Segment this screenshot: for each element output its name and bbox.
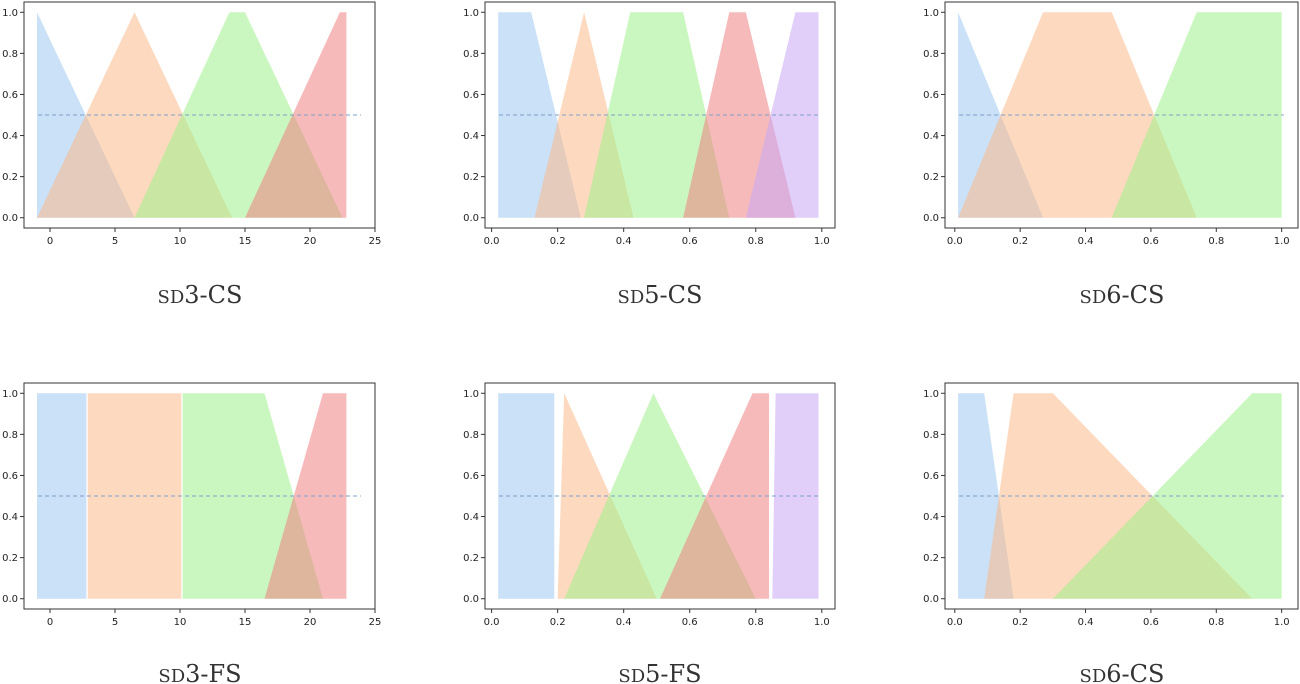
x-tick-label: 1.0 (1274, 236, 1290, 247)
x-tick-label: 0.6 (1143, 617, 1159, 628)
x-tick-label: 0.6 (682, 617, 698, 628)
x-tick-label: 0.4 (1078, 236, 1094, 247)
subplot-caption: SD6-CS (1080, 660, 1165, 684)
x-tick-label: 0.2 (1012, 236, 1028, 247)
x-tick-label: 15 (239, 236, 252, 247)
y-tick-label: 0.8 (463, 49, 479, 60)
x-tick-label: 1.0 (814, 236, 830, 247)
y-tick-label: 0.2 (923, 172, 939, 183)
y-tick-label: 0.0 (923, 594, 939, 605)
subplot-2: 0.0 0.2 0.4 0.6 0.8 1.0 0.0 0.2 0.4 0.6 0.8 1.0 SD5-… (463, 1, 836, 309)
y-tick-label: 0.4 (463, 512, 479, 523)
y-tick-label: 1.0 (463, 8, 479, 19)
y-tick-label: 0.0 (463, 594, 479, 605)
y-tick-label: 0.8 (923, 49, 939, 60)
series-area-4 (660, 393, 769, 599)
y-tick-label: 0.6 (463, 471, 479, 482)
y-tick-label: 0.6 (923, 90, 939, 101)
x-tick-label: 0.8 (748, 236, 764, 247)
y-tick-label: 0.8 (463, 430, 479, 441)
axes-frame (484, 1, 836, 229)
x-tick-label: 0.2 (1012, 617, 1028, 628)
x-tick-label: 10 (174, 236, 187, 247)
subplot-3: 0.0 0.2 0.4 0.6 0.8 1.0 0.0 0.2 0.4 0.6 0.8 1.0 SD6-… (923, 1, 1299, 309)
x-tick-label: 15 (239, 617, 252, 628)
subplot-caption: SD5-CS (618, 281, 703, 309)
x-tick-label: 0.8 (1208, 236, 1224, 247)
y-tick-label: 1.0 (2, 389, 18, 400)
x-tick-label: 0.2 (550, 236, 566, 247)
y-tick-label: 1.0 (923, 8, 939, 19)
x-tick-label: 0 (47, 236, 53, 247)
subplot-caption: SD3-CS (158, 281, 243, 309)
series-area-2 (87, 393, 182, 599)
x-tick-label: 5 (112, 617, 118, 628)
axes-frame (23, 382, 376, 610)
x-tick-label: 0.4 (616, 617, 632, 628)
y-tick-label: 0.2 (923, 553, 939, 564)
x-tick-label: 0.6 (682, 236, 698, 247)
x-tick-label: 0.0 (947, 236, 963, 247)
subplot-4: 0 5 10 15 20 25 0.0 0.2 0.4 0.6 0.8 1.0 SD3-FS (2, 382, 382, 684)
y-tick-label: 0.6 (2, 471, 18, 482)
axes-frame (944, 1, 1299, 229)
y-tick-label: 0.6 (2, 90, 18, 101)
y-tick-label: 0.4 (2, 512, 18, 523)
series-area-3 (1111, 12, 1282, 218)
subplot-5: 0.0 0.2 0.4 0.6 0.8 1.0 0.0 0.2 0.4 0.6 0.8 1.0 SD5-… (463, 382, 836, 684)
axes-frame (484, 382, 836, 610)
x-tick-label: 0.2 (550, 617, 566, 628)
x-tick-label: 25 (369, 236, 382, 247)
x-tick-label: 0.8 (748, 617, 764, 628)
x-tick-label: 20 (304, 236, 317, 247)
y-tick-label: 0.0 (923, 213, 939, 224)
axes-frame (944, 382, 1299, 610)
x-tick-label: 10 (174, 617, 187, 628)
y-tick-label: 0.4 (463, 131, 479, 142)
y-tick-label: 0.8 (2, 430, 18, 441)
x-tick-label: 0.0 (484, 617, 500, 628)
y-tick-label: 0.6 (923, 471, 939, 482)
y-tick-label: 0.2 (463, 172, 479, 183)
x-tick-label: 0.4 (616, 236, 632, 247)
axes-frame (23, 1, 376, 229)
subplot-caption: SD5-FS (618, 660, 701, 684)
x-tick-label: 1.0 (1274, 617, 1290, 628)
y-tick-label: 1.0 (923, 389, 939, 400)
series-area-1 (498, 393, 555, 599)
x-tick-label: 0 (47, 617, 53, 628)
y-tick-label: 0.2 (463, 553, 479, 564)
subplot-caption: SD3-FS (158, 660, 241, 684)
y-tick-label: 0.8 (2, 49, 18, 60)
y-tick-label: 0.4 (923, 131, 939, 142)
series-area-3 (1052, 393, 1282, 599)
y-tick-label: 1.0 (2, 8, 18, 19)
y-tick-label: 0.0 (2, 213, 18, 224)
x-tick-label: 0.6 (1143, 236, 1159, 247)
subplot-6: 0.0 0.2 0.4 0.6 0.8 1.0 0.0 0.2 0.4 0.6 0.8 1.0 SD6-… (923, 382, 1299, 684)
y-tick-label: 0.6 (463, 90, 479, 101)
x-tick-label: 1.0 (814, 617, 830, 628)
x-tick-label: 5 (112, 236, 118, 247)
x-tick-label: 0.4 (1078, 617, 1094, 628)
x-tick-label: 20 (304, 617, 317, 628)
y-tick-label: 0.0 (2, 594, 18, 605)
y-tick-label: 0.8 (923, 430, 939, 441)
x-tick-label: 25 (369, 617, 382, 628)
y-tick-label: 1.0 (463, 389, 479, 400)
subplot-caption: SD6-CS (1080, 281, 1165, 309)
x-tick-label: 0.8 (1208, 617, 1224, 628)
y-tick-label: 0.2 (2, 553, 18, 564)
subplot-1: 0 5 10 15 20 25 0.0 0.2 0.4 0.6 0.8 1.0 SD3-CS (2, 1, 382, 309)
y-tick-label: 0.2 (2, 172, 18, 183)
x-tick-label: 0.0 (484, 236, 500, 247)
y-tick-label: 0.4 (923, 512, 939, 523)
y-tick-label: 0.4 (2, 131, 18, 142)
y-tick-label: 0.0 (463, 213, 479, 224)
x-tick-label: 0.0 (947, 617, 963, 628)
series-area-4 (245, 12, 347, 218)
